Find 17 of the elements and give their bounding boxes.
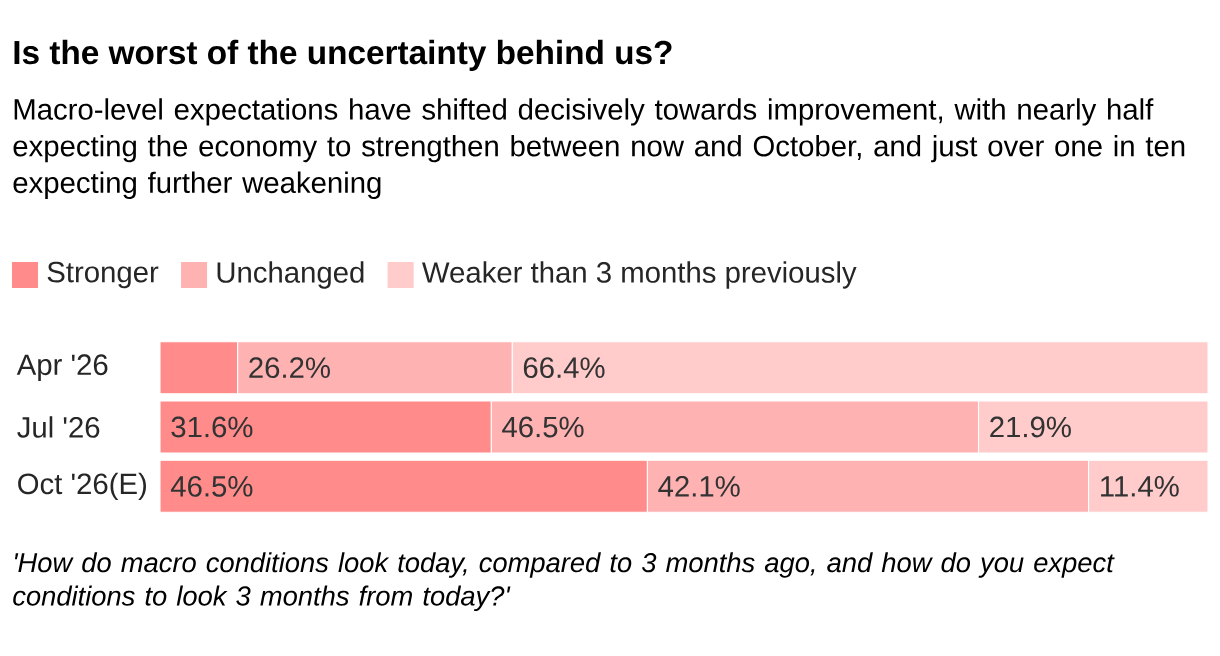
data-label: 11.4% xyxy=(1101,476,1179,497)
data-label: 46.5% xyxy=(502,416,584,438)
data-label: 66.4% xyxy=(523,357,605,379)
text: 'How do macro conditions look today, compared to 3 months ago, and how do you expect conditions to look 3 months from today?' xyxy=(13,552,1115,612)
legend-label: Stronger xyxy=(47,261,159,289)
data-label: 31.6% xyxy=(171,416,253,438)
data-label: 46.5% xyxy=(170,475,253,497)
chart-subtitle: Macro-level expectations have shifted decisively towards improvement, with nearly half expecting the economy to strengthen between now and October, and just over one in ten expecting further weakening xyxy=(13,98,1185,199)
data-label: 42.1% xyxy=(658,475,740,497)
y-tick-label: Apr '26 xyxy=(16,354,108,381)
y-tick-label: Jul '26 xyxy=(17,416,100,438)
legend-label: Weaker than 3 months previously xyxy=(422,261,857,289)
series-label: Unchanged xyxy=(217,261,364,289)
y-tick-label: Oct '26(E) xyxy=(18,472,146,500)
chart-title: Is the worst of the uncertainty behind us? xyxy=(14,39,672,71)
data-label: 21.9% xyxy=(990,416,1071,438)
data-label: 26.2% xyxy=(249,357,330,379)
